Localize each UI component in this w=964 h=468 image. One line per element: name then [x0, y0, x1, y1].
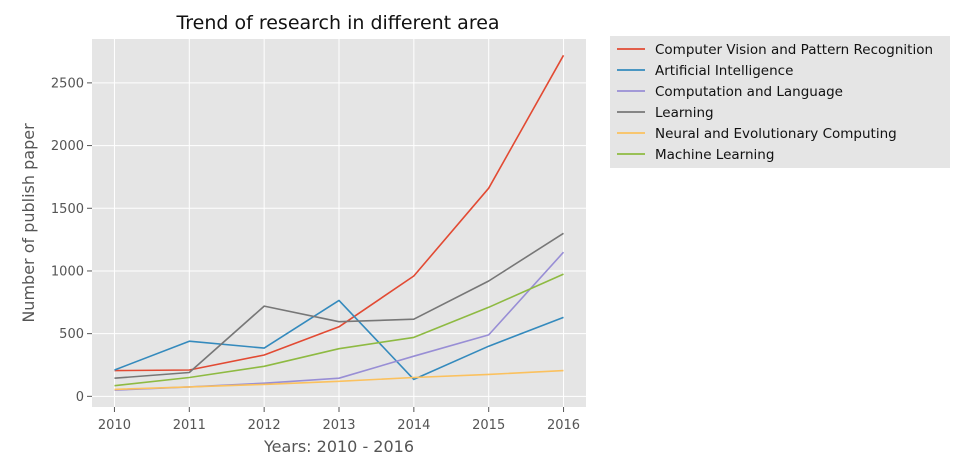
- chart-title: Trend of research in different area: [175, 12, 499, 34]
- grid-lines: [92, 39, 586, 407]
- series-lines: [114, 54, 565, 391]
- legend-label: Computer Vision and Pattern Recognition: [655, 42, 933, 58]
- series-line-0: [114, 54, 565, 372]
- x-tick-label: 2016: [547, 418, 580, 433]
- legend-label: Machine Learning: [655, 147, 774, 163]
- y-axis-label: Number of publish paper: [19, 123, 38, 323]
- axis-ticks: 0 500 1000 1500 2000 2500 2010 2011 2012 2013 2014…: [51, 76, 580, 433]
- legend-box: [610, 36, 950, 168]
- x-axis-label: Years: 2010 - 2016: [263, 437, 414, 456]
- y-tick-label: 500: [59, 327, 84, 342]
- x-tick-label: 2011: [173, 418, 206, 433]
- legend: Computer Vision and Pattern Recognition A…: [610, 36, 950, 168]
- y-tick-label: 1000: [51, 264, 84, 279]
- y-tick-label: 2500: [51, 76, 84, 91]
- y-tick-label: 0: [76, 390, 84, 405]
- series-line-3: [114, 232, 564, 379]
- legend-label: Artificial Intelligence: [655, 63, 793, 79]
- y-tick-label: 2000: [51, 139, 84, 154]
- x-tick-label: 2015: [472, 418, 505, 433]
- x-tick-label: 2010: [98, 418, 131, 433]
- legend-label: Learning: [655, 105, 714, 121]
- x-tick-label: 2014: [397, 418, 430, 433]
- y-tick-label: 1500: [51, 202, 84, 217]
- series-line-1: [114, 299, 564, 381]
- legend-label: Computation and Language: [655, 84, 843, 100]
- x-tick-label: 2013: [322, 418, 355, 433]
- series-line-5: [114, 273, 564, 387]
- x-tick-label: 2012: [248, 418, 281, 433]
- series-line-4: [114, 369, 564, 391]
- legend-label: Neural and Evolutionary Computing: [655, 126, 897, 142]
